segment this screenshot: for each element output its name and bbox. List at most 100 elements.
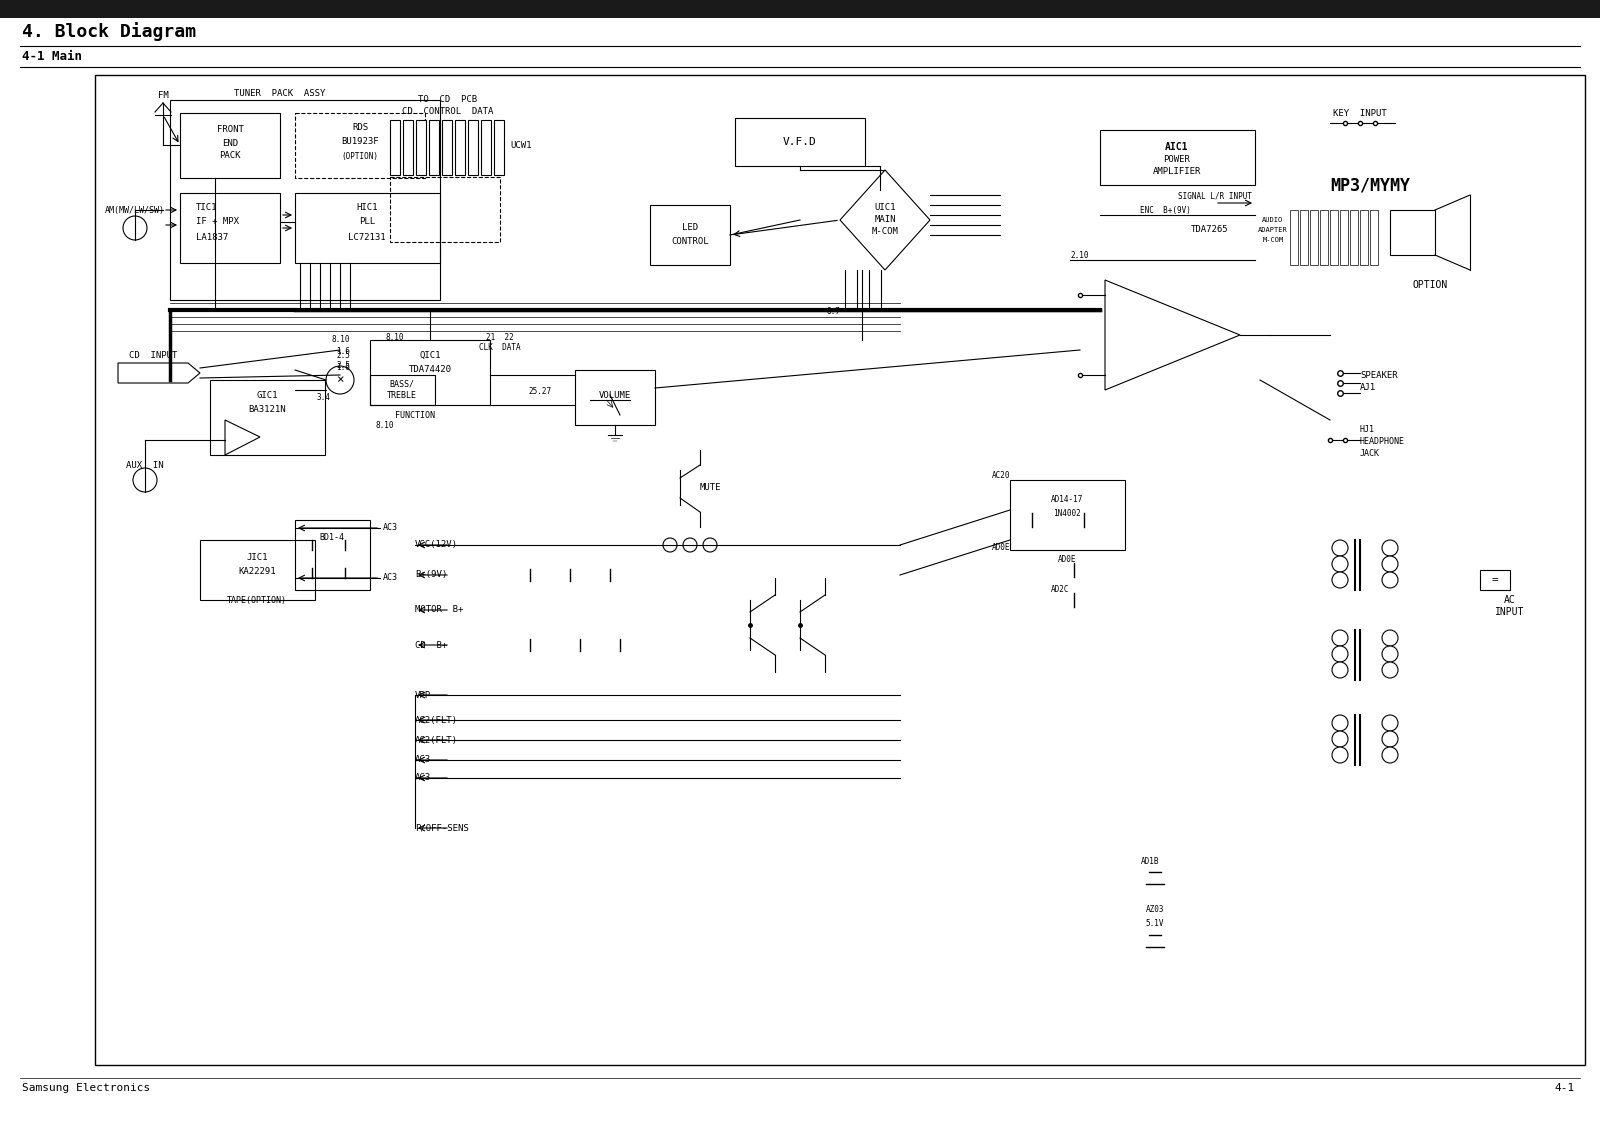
Text: 25.27: 25.27 bbox=[528, 387, 552, 396]
Polygon shape bbox=[530, 638, 542, 651]
Bar bbox=[1101, 130, 1254, 185]
Circle shape bbox=[1382, 715, 1398, 731]
Text: 1N4002: 1N4002 bbox=[1053, 508, 1082, 517]
Text: AC2(FLT): AC2(FLT) bbox=[414, 715, 458, 724]
Bar bbox=[179, 192, 280, 263]
Text: MOTOR  B+: MOTOR B+ bbox=[414, 606, 464, 615]
Bar bbox=[442, 120, 453, 175]
Polygon shape bbox=[302, 568, 312, 578]
Text: KA22291: KA22291 bbox=[238, 567, 275, 576]
Text: P/OFF-SENS: P/OFF-SENS bbox=[414, 823, 469, 832]
Text: CLK  DATA: CLK DATA bbox=[478, 343, 522, 352]
Bar bbox=[494, 120, 504, 175]
Polygon shape bbox=[118, 363, 200, 383]
Bar bbox=[1350, 211, 1358, 265]
Text: END: END bbox=[222, 138, 238, 147]
Bar bbox=[1330, 211, 1338, 265]
Bar bbox=[1010, 480, 1125, 550]
Circle shape bbox=[1331, 572, 1347, 588]
Bar bbox=[482, 120, 491, 175]
Circle shape bbox=[1382, 556, 1398, 572]
Polygon shape bbox=[1059, 563, 1074, 577]
Text: HEADPHONE: HEADPHONE bbox=[1360, 437, 1405, 446]
Bar bbox=[1290, 211, 1298, 265]
Circle shape bbox=[1382, 747, 1398, 763]
Text: CD  INPUT: CD INPUT bbox=[130, 351, 178, 360]
Bar bbox=[210, 380, 325, 455]
Bar bbox=[467, 120, 478, 175]
Text: BASS/: BASS/ bbox=[389, 379, 414, 388]
Text: B+(9V): B+(9V) bbox=[414, 571, 448, 580]
Text: 1.6: 1.6 bbox=[336, 362, 350, 371]
Polygon shape bbox=[1149, 872, 1162, 884]
Polygon shape bbox=[621, 638, 632, 651]
Circle shape bbox=[1382, 572, 1398, 588]
Text: LC72131: LC72131 bbox=[349, 232, 386, 241]
Polygon shape bbox=[579, 638, 592, 651]
Text: ADAPTER: ADAPTER bbox=[1258, 228, 1288, 233]
Circle shape bbox=[1382, 646, 1398, 662]
Circle shape bbox=[1331, 646, 1347, 662]
Text: 4-1: 4-1 bbox=[1555, 1083, 1574, 1094]
Text: VCC(12V): VCC(12V) bbox=[414, 540, 458, 549]
Text: CONTROL: CONTROL bbox=[670, 238, 709, 247]
Text: M-COM: M-COM bbox=[1262, 237, 1283, 243]
Text: FUNCTION: FUNCTION bbox=[395, 411, 435, 420]
Text: 4. Block Diagram: 4. Block Diagram bbox=[22, 23, 195, 42]
Text: MUTE: MUTE bbox=[699, 482, 720, 491]
Bar bbox=[294, 192, 440, 263]
Text: POWER: POWER bbox=[1163, 154, 1190, 163]
Text: =: = bbox=[1491, 575, 1498, 585]
Bar bbox=[1310, 211, 1318, 265]
Polygon shape bbox=[302, 540, 312, 550]
Circle shape bbox=[1331, 747, 1347, 763]
Text: TIC1: TIC1 bbox=[195, 203, 218, 212]
Text: (OPTION): (OPTION) bbox=[341, 152, 379, 161]
Text: BA3121N: BA3121N bbox=[248, 405, 286, 414]
Text: TO  CD  PCB: TO CD PCB bbox=[419, 95, 477, 104]
Text: JACK: JACK bbox=[1360, 449, 1379, 458]
Text: QIC1: QIC1 bbox=[419, 351, 440, 360]
Text: AD1B: AD1B bbox=[1141, 858, 1160, 866]
Bar bbox=[370, 340, 490, 405]
Text: SPEAKER: SPEAKER bbox=[1360, 370, 1398, 379]
Text: TREBLE: TREBLE bbox=[387, 391, 418, 400]
Text: PACK: PACK bbox=[219, 152, 240, 161]
Text: AD14-17: AD14-17 bbox=[1051, 496, 1083, 505]
Text: AJ1: AJ1 bbox=[1360, 383, 1376, 392]
Text: FRONT: FRONT bbox=[216, 126, 243, 135]
Polygon shape bbox=[346, 540, 355, 550]
Text: OPTION: OPTION bbox=[1413, 280, 1448, 290]
Text: KEY  INPUT: KEY INPUT bbox=[1333, 109, 1387, 118]
Text: BU1923F: BU1923F bbox=[341, 137, 379, 146]
Text: AC3: AC3 bbox=[382, 523, 398, 532]
Circle shape bbox=[1331, 631, 1347, 646]
Text: SIGNAL L/R INPUT: SIGNAL L/R INPUT bbox=[1178, 191, 1251, 200]
Text: UCW1: UCW1 bbox=[510, 140, 531, 149]
Text: AC3: AC3 bbox=[414, 755, 430, 764]
Circle shape bbox=[1382, 540, 1398, 556]
Text: V.F.D: V.F.D bbox=[782, 137, 818, 147]
Text: AZ03: AZ03 bbox=[1146, 906, 1165, 915]
Text: TUNER  PACK  ASSY: TUNER PACK ASSY bbox=[234, 88, 326, 97]
Text: AC2(FLT): AC2(FLT) bbox=[414, 736, 458, 745]
Text: 8:7: 8:7 bbox=[826, 308, 840, 317]
Text: AD0E: AD0E bbox=[992, 543, 1010, 552]
Bar bbox=[294, 520, 370, 590]
Text: 4-1 Main: 4-1 Main bbox=[22, 51, 82, 63]
Text: TDA74420: TDA74420 bbox=[408, 365, 451, 374]
Text: 5.1V: 5.1V bbox=[1146, 918, 1165, 927]
Circle shape bbox=[1382, 731, 1398, 747]
Circle shape bbox=[1331, 540, 1347, 556]
Circle shape bbox=[123, 216, 147, 240]
Bar bbox=[1360, 211, 1368, 265]
Text: TAPE(OPTION): TAPE(OPTION) bbox=[227, 595, 286, 604]
Bar bbox=[390, 120, 400, 175]
Text: AC3: AC3 bbox=[414, 773, 430, 782]
Text: VOLUME: VOLUME bbox=[598, 391, 630, 400]
Text: TDA7265: TDA7265 bbox=[1190, 225, 1229, 234]
Text: CD  CONTROL  DATA: CD CONTROL DATA bbox=[402, 108, 494, 117]
Text: 1.6: 1.6 bbox=[336, 348, 350, 357]
Text: CD  B+: CD B+ bbox=[414, 641, 448, 650]
Polygon shape bbox=[610, 569, 622, 581]
